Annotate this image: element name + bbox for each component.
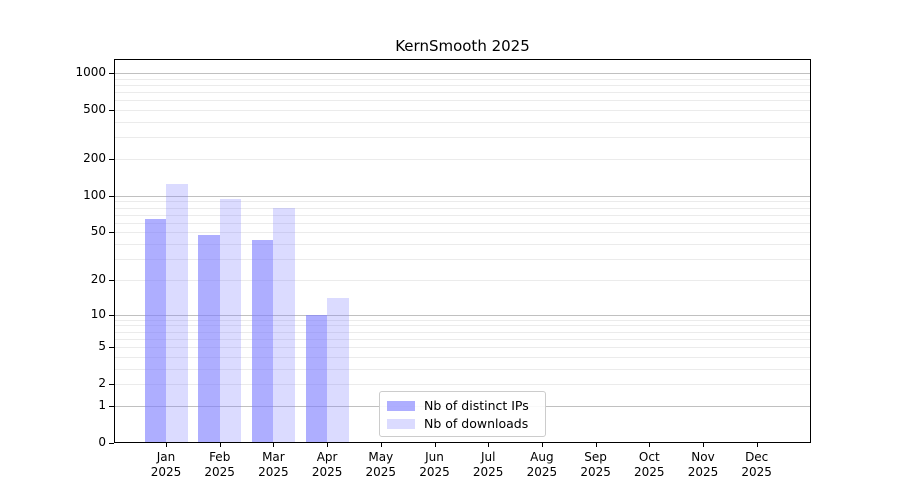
x-tick-label-mar: Mar 2025 — [258, 450, 289, 479]
minor-gridline — [115, 259, 810, 260]
bar-downloads-feb — [219, 199, 242, 443]
x-tick — [220, 443, 221, 447]
x-tick-label-aug: Aug 2025 — [526, 450, 558, 479]
minor-gridline — [115, 384, 810, 385]
major-gridline — [115, 196, 810, 197]
y-tick-label: 100 — [83, 188, 106, 202]
y-tick — [109, 196, 114, 197]
bar-distinct-ips-feb — [198, 234, 220, 443]
x-tick-label-feb: Feb 2025 — [204, 450, 235, 479]
bar-distinct-ips-jan — [144, 218, 166, 443]
minor-gridline — [115, 208, 810, 209]
y-tick — [109, 232, 114, 233]
x-tick-label-jan: Jan 2025 — [150, 450, 182, 479]
x-tick-label-jul: Jul 2025 — [472, 450, 504, 479]
x-tick — [757, 443, 758, 447]
minor-gridline — [115, 244, 810, 245]
legend-swatch-distinct-ips — [387, 400, 415, 411]
y-tick-label: 2 — [98, 376, 106, 390]
minor-gridline — [115, 339, 810, 340]
bar-downloads-mar — [273, 207, 295, 443]
legend-swatch-downloads — [387, 418, 415, 429]
x-tick-label-jun: Jun 2025 — [419, 450, 450, 479]
x-tick-label-nov: Nov 2025 — [687, 450, 719, 479]
y-tick-label: 1000 — [75, 65, 106, 79]
y-tick-label: 1 — [98, 398, 106, 412]
bar-downloads-jan — [166, 184, 188, 443]
major-gridline — [115, 315, 810, 316]
x-tick — [327, 443, 328, 447]
minor-gridline — [115, 280, 810, 281]
legend: Nb of distinct IPs Nb of downloads — [379, 391, 546, 437]
minor-gridline — [115, 137, 810, 138]
x-tick — [273, 443, 274, 447]
x-tick-label-may: May 2025 — [365, 450, 397, 479]
x-tick-label-oct: Oct 2025 — [634, 450, 665, 479]
x-tick-label-dec: Dec 2025 — [741, 450, 772, 479]
plot-frame — [114, 59, 811, 443]
y-tick — [109, 406, 114, 407]
y-tick — [109, 73, 114, 74]
y-tick-label: 5 — [98, 339, 106, 353]
minor-gridline — [115, 223, 810, 224]
legend-label-distinct-ips: Nb of distinct IPs — [424, 398, 529, 413]
minor-gridline — [115, 369, 810, 370]
legend-row-downloads: Nb of downloads — [387, 415, 537, 432]
x-tick — [542, 443, 543, 447]
minor-gridline — [115, 201, 810, 202]
minor-gridline — [115, 347, 810, 348]
bar-distinct-ips-mar — [251, 240, 274, 443]
y-tick-label: 200 — [83, 151, 106, 165]
minor-gridline — [115, 92, 810, 93]
minor-gridline — [115, 320, 810, 321]
bar-distinct-ips-apr — [305, 314, 328, 443]
minor-gridline — [115, 325, 810, 326]
y-tick — [109, 384, 114, 385]
y-tick — [109, 159, 114, 160]
chart-title: KernSmooth 2025 — [395, 37, 530, 55]
major-gridline — [115, 73, 810, 74]
x-tick — [488, 443, 489, 447]
x-tick — [435, 443, 436, 447]
y-tick-label: 50 — [90, 224, 106, 238]
y-tick — [109, 315, 114, 316]
minor-gridline — [115, 100, 810, 101]
x-tick-label-apr: Apr 2025 — [311, 450, 343, 479]
y-tick — [109, 443, 114, 444]
x-tick — [649, 443, 650, 447]
x-tick — [596, 443, 597, 447]
minor-gridline — [115, 159, 810, 160]
x-tick — [166, 443, 167, 447]
x-tick — [381, 443, 382, 447]
legend-label-downloads: Nb of downloads — [424, 416, 529, 431]
minor-gridline — [115, 79, 810, 80]
y-tick-label: 20 — [90, 272, 106, 286]
minor-gridline — [115, 215, 810, 216]
bar-downloads-apr — [327, 298, 349, 443]
minor-gridline — [115, 357, 810, 358]
minor-gridline — [115, 85, 810, 86]
legend-row-distinct-ips: Nb of distinct IPs — [387, 397, 537, 414]
minor-gridline — [115, 122, 810, 123]
y-tick — [109, 110, 114, 111]
y-tick-label: 10 — [90, 307, 106, 321]
minor-gridline — [115, 332, 810, 333]
x-tick-label-sep: Sep 2025 — [580, 450, 611, 479]
y-tick-label: 500 — [83, 102, 106, 116]
y-tick — [109, 280, 114, 281]
x-tick — [703, 443, 704, 447]
y-tick-label: 0 — [98, 435, 106, 449]
minor-gridline — [115, 110, 810, 111]
y-tick — [109, 347, 114, 348]
minor-gridline — [115, 232, 810, 233]
